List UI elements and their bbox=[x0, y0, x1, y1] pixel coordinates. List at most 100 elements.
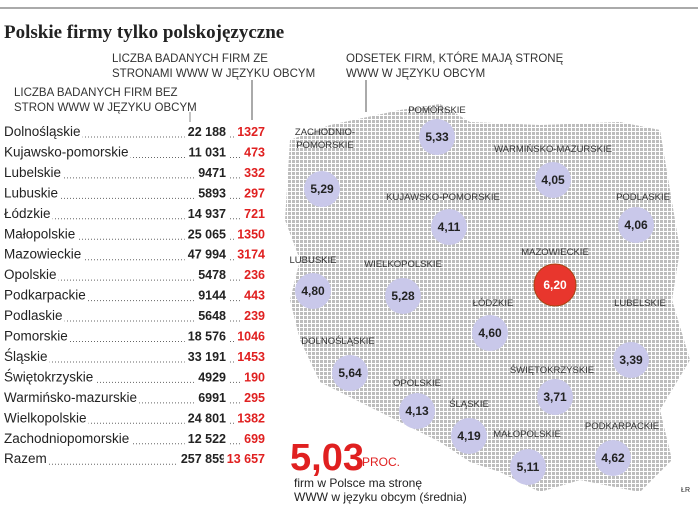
row-count: 14 937 bbox=[188, 207, 226, 221]
row-bg bbox=[241, 183, 269, 202]
region-value: 5,28 bbox=[391, 289, 415, 303]
row-bg bbox=[223, 449, 269, 468]
row-name: Małopolskie bbox=[4, 226, 75, 241]
credit: ŁR bbox=[681, 487, 690, 494]
map-header: WWW W JĘZYKU OBCYM bbox=[346, 68, 485, 80]
region-label: POMORSKIE bbox=[296, 140, 354, 151]
row-bg bbox=[0, 367, 96, 386]
row-bg bbox=[195, 306, 230, 325]
row-bg bbox=[0, 162, 64, 181]
region-label: WIELKOPOLSKIE bbox=[364, 259, 442, 270]
row-bg bbox=[0, 306, 65, 325]
region-bubble bbox=[533, 263, 577, 307]
row-bg bbox=[241, 142, 269, 161]
row-name: Podkarpackie bbox=[4, 288, 86, 303]
row-count: 47 994 bbox=[188, 248, 226, 262]
region-value: 4,06 bbox=[624, 218, 648, 232]
region-value: 6,20 bbox=[543, 278, 567, 292]
row-bg bbox=[241, 428, 269, 447]
row-bg bbox=[184, 408, 230, 427]
row-bg bbox=[184, 224, 230, 243]
row-count-foreign: 332 bbox=[244, 166, 265, 180]
row-name: Opolskie bbox=[4, 267, 57, 282]
region-label: WARMIŃSKO-MAZURSKIE bbox=[494, 144, 612, 155]
row-bg bbox=[195, 265, 230, 284]
row-count-foreign: 699 bbox=[244, 432, 265, 446]
region-value: 4,80 bbox=[301, 284, 325, 298]
row-bg bbox=[0, 326, 70, 345]
row-bg bbox=[0, 346, 50, 365]
row-count: 9471 bbox=[198, 166, 226, 180]
row-count: 6991 bbox=[198, 391, 226, 405]
row-bg bbox=[241, 162, 269, 181]
row-count-foreign: 1046 bbox=[237, 330, 265, 344]
row-count-foreign: 239 bbox=[244, 309, 265, 323]
row-count-foreign: 1453 bbox=[237, 350, 265, 364]
row-bg bbox=[234, 244, 269, 263]
region-value: 5,33 bbox=[425, 130, 449, 144]
row-bg bbox=[234, 408, 269, 427]
header-with: STRONAMI WWW W JĘZYKU OBCYM bbox=[112, 68, 315, 80]
region-value: 5,11 bbox=[517, 460, 540, 474]
row-name: Pomorskie bbox=[4, 329, 68, 344]
region-bubble bbox=[295, 273, 331, 309]
row-count: 257 859 bbox=[181, 452, 226, 466]
region-label: OPOLSKIE bbox=[393, 378, 441, 389]
header-without: STRON WWW W JĘZYKU OBCYM bbox=[14, 102, 197, 114]
summary-caption: WWW w języku obcym (średnia) bbox=[294, 490, 467, 504]
row-name: Podlaskie bbox=[4, 308, 63, 323]
row-bg bbox=[0, 428, 132, 447]
row-count-foreign: 236 bbox=[244, 268, 265, 282]
row-name: Razem bbox=[4, 451, 47, 466]
row-bg bbox=[234, 326, 269, 345]
row-bg bbox=[195, 285, 230, 304]
row-bg bbox=[0, 142, 131, 161]
region-value: 3,71 bbox=[543, 390, 567, 404]
row-count-foreign: 297 bbox=[244, 186, 265, 200]
row-count: 25 065 bbox=[188, 227, 226, 241]
region-bubble bbox=[535, 162, 571, 198]
region-label: KUJAWSKO-POMORSKIE bbox=[386, 192, 500, 203]
row-count-foreign: 473 bbox=[244, 145, 265, 159]
region-value: 4,13 bbox=[405, 404, 429, 418]
row-bg bbox=[184, 428, 230, 447]
row-count: 5478 bbox=[198, 268, 226, 282]
row-bg bbox=[0, 449, 49, 468]
row-name: Lubelskie bbox=[4, 165, 61, 180]
row-name: Mazowieckie bbox=[4, 247, 81, 262]
region-label: MAZOWIECKIE bbox=[521, 247, 589, 258]
title: Polskie firmy tylko polskojęzyczne bbox=[4, 22, 284, 43]
row-bg bbox=[241, 285, 269, 304]
region-bubble bbox=[613, 342, 649, 378]
row-bg bbox=[241, 203, 269, 222]
row-count-foreign: 190 bbox=[244, 370, 265, 384]
row-bg bbox=[0, 285, 88, 304]
row-bg bbox=[0, 244, 84, 263]
region-bubble bbox=[419, 119, 455, 155]
region-value: 5,29 bbox=[310, 182, 334, 196]
region-label: LUBUSKIE bbox=[290, 255, 337, 266]
row-count: 22 188 bbox=[188, 125, 226, 139]
region-label: PODLASKIE bbox=[616, 192, 670, 203]
row-count-foreign: 721 bbox=[244, 207, 265, 221]
region-label: PODKARPACKIE bbox=[585, 421, 659, 432]
header-with: LICZBA BADANYCH FIRM ZE bbox=[112, 53, 268, 65]
row-bg bbox=[234, 122, 269, 140]
row-bg bbox=[241, 306, 269, 325]
row-count: 33 191 bbox=[188, 350, 226, 364]
region-bubble bbox=[451, 418, 487, 454]
summary-caption: firm w Polsce ma stronę bbox=[294, 476, 422, 490]
summary-unit: PROC. bbox=[362, 455, 400, 469]
row-bg bbox=[184, 326, 230, 345]
row-count: 24 801 bbox=[188, 411, 226, 425]
summary-value: 5,03 bbox=[290, 437, 364, 479]
region-label: MAŁOPOLSKIE bbox=[493, 429, 561, 440]
row-count-foreign: 1350 bbox=[237, 227, 265, 241]
region-value: 5,64 bbox=[338, 366, 362, 380]
row-count-foreign: 295 bbox=[244, 391, 265, 405]
region-bubble bbox=[304, 171, 340, 207]
row-count-foreign: 1382 bbox=[237, 411, 265, 425]
region-bubble bbox=[537, 379, 573, 415]
region-bubble bbox=[472, 315, 508, 351]
